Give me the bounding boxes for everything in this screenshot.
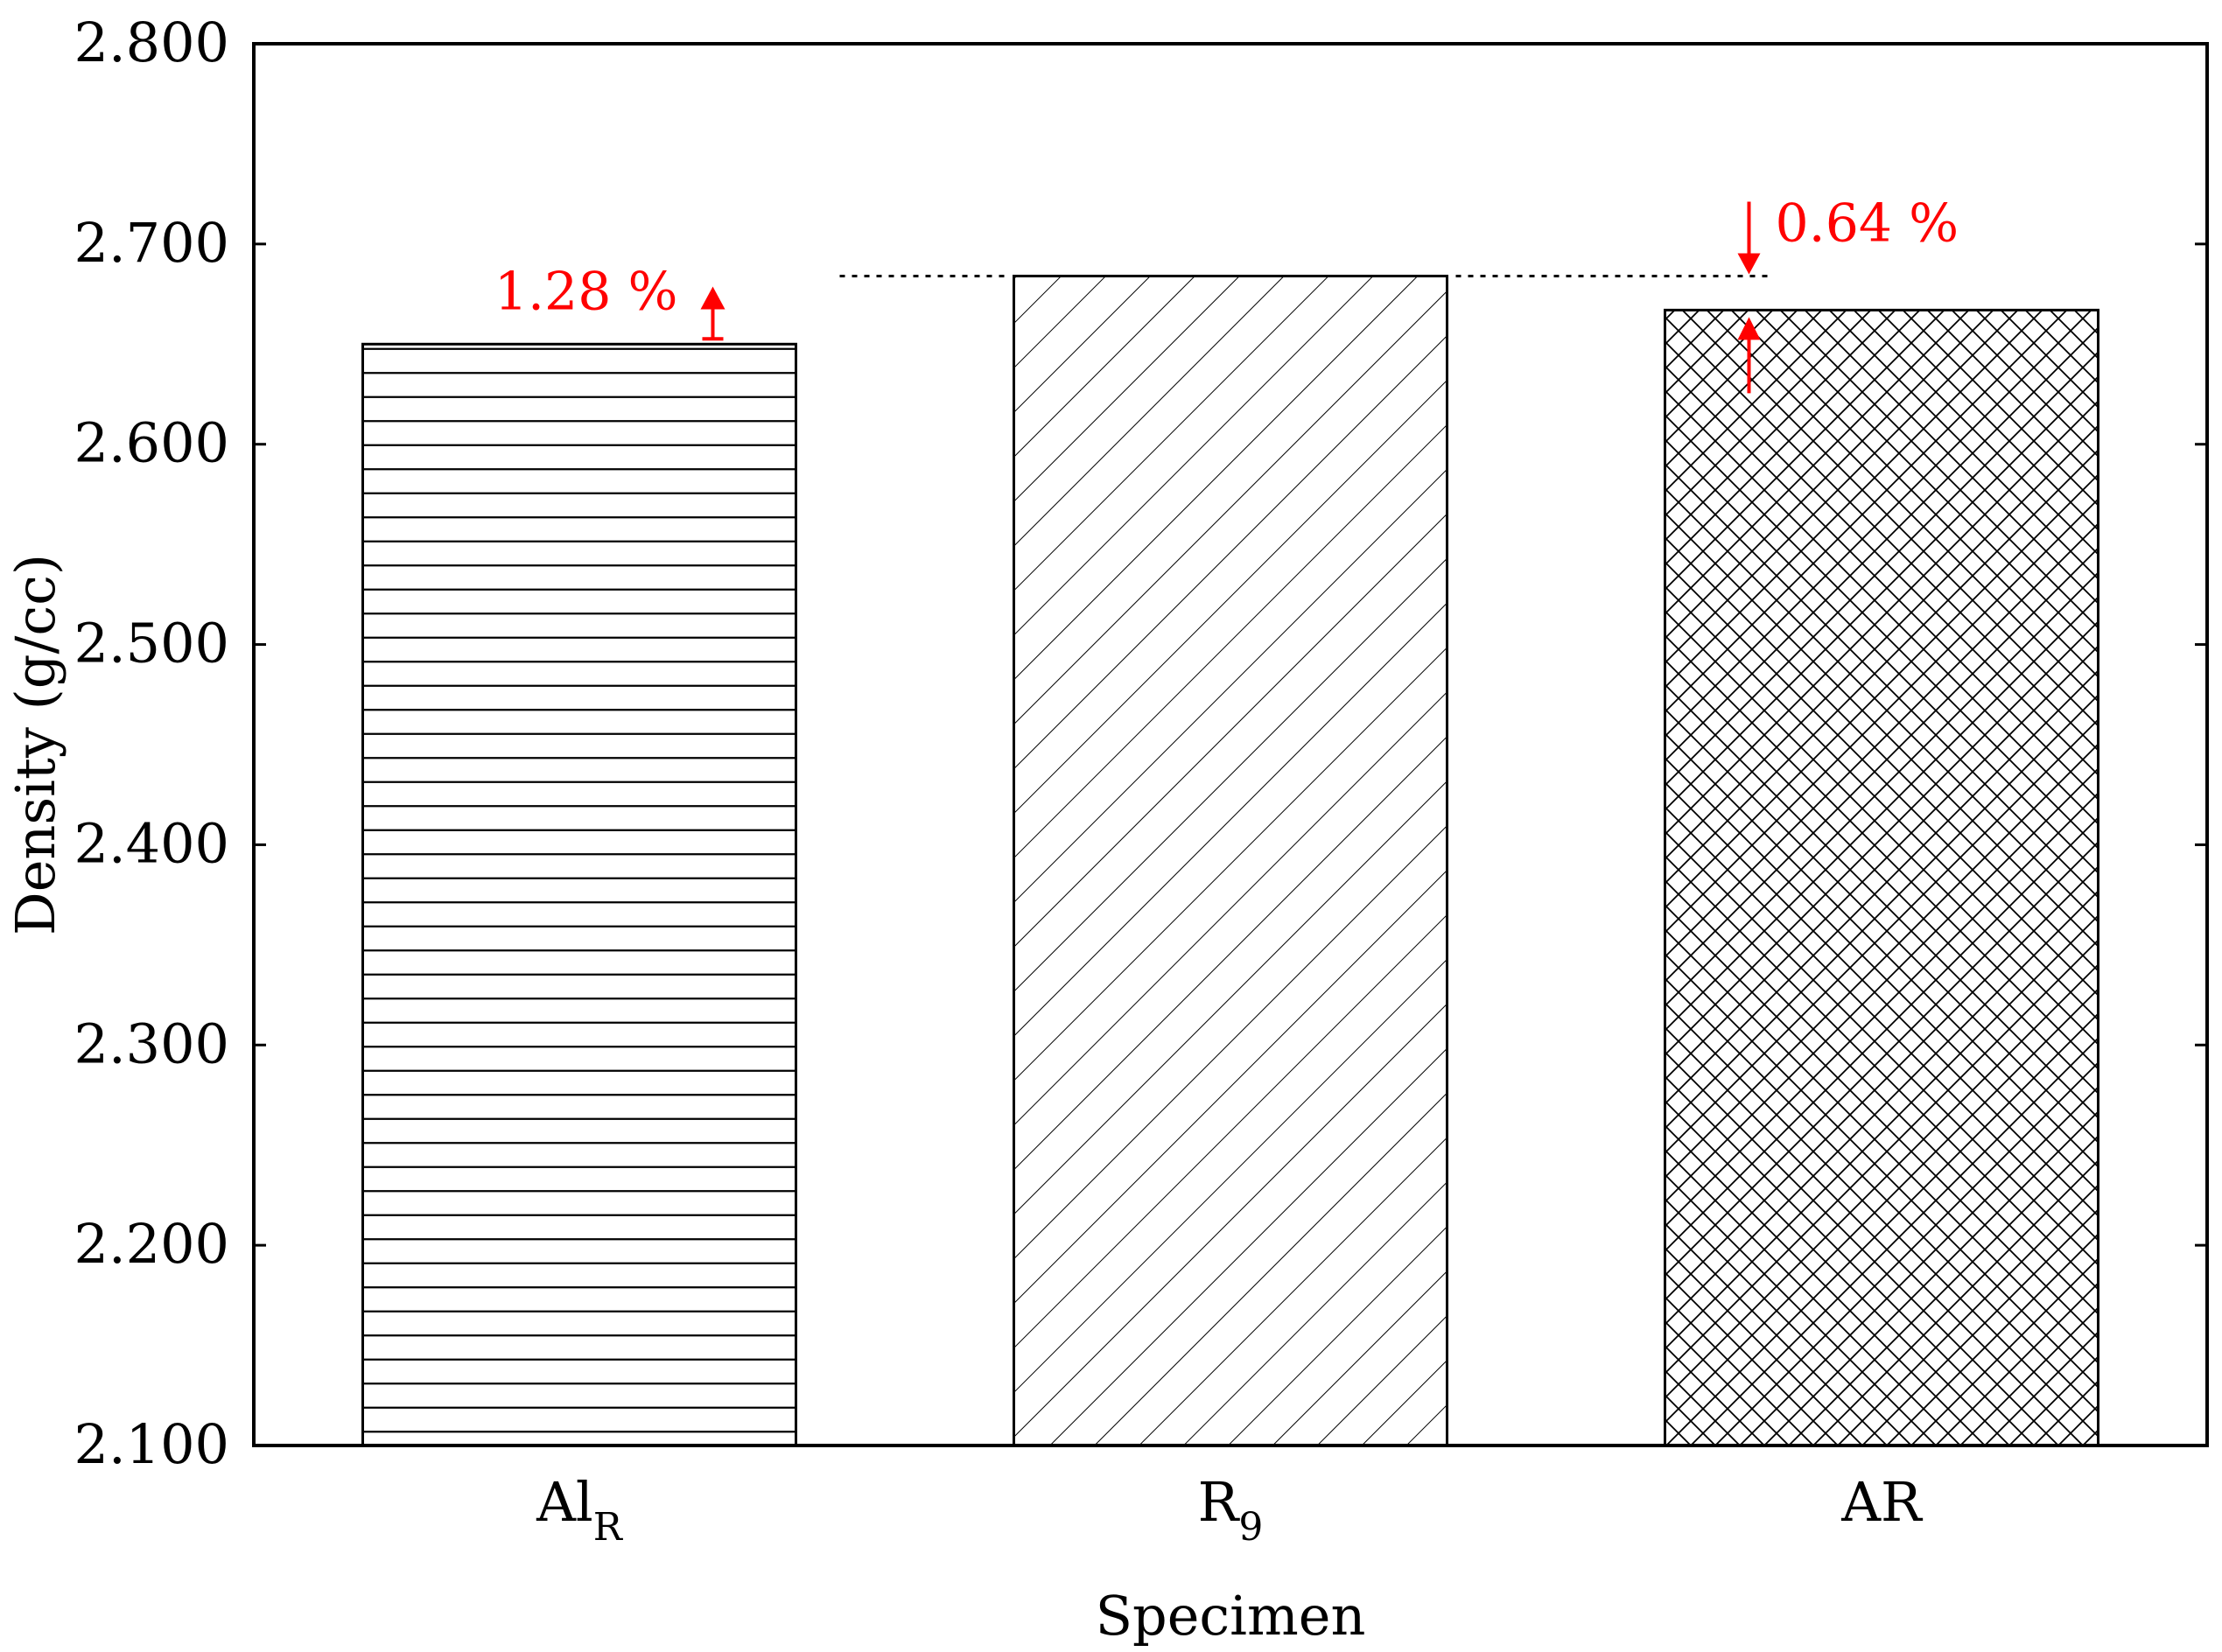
annotation-arrow-up-head-1 — [1737, 317, 1761, 340]
bar-0 — [361, 342, 797, 1447]
bar-1 — [1013, 274, 1448, 1447]
y-tick-label-2: 2.300 — [74, 1012, 230, 1075]
bars-group — [361, 274, 2099, 1447]
x-axis-category-labels: AlR R9 AR — [536, 1470, 1924, 1550]
annotation-arrow-down-head-1 — [1737, 253, 1761, 275]
y-tick-label-0: 2.100 — [74, 1412, 230, 1476]
annotation-arrow-head-0 — [700, 286, 725, 310]
y-tick-label-7: 2.800 — [74, 10, 230, 74]
annotation-label-0: 1.28 % — [494, 261, 678, 322]
y-tick-label-5: 2.600 — [74, 411, 230, 475]
annotations-group: 1.28 % 0.64 % — [494, 192, 1959, 394]
x-axis-title: Specimen — [1096, 1584, 1366, 1648]
x-tick-label-2: AR — [1840, 1470, 1924, 1534]
y-axis-tick-labels: 2.100 2.200 2.300 2.400 2.500 2.600 2.700 2.800 — [74, 10, 230, 1476]
y-axis-title: Density (g/cc) — [4, 554, 67, 935]
y-tick-label-6: 2.700 — [74, 211, 230, 275]
annotation-label-1: 0.64 % — [1776, 192, 1959, 254]
bar-2 — [1664, 308, 2099, 1447]
y-tick-label-1: 2.200 — [74, 1212, 230, 1276]
x-tick-label-1: R9 — [1198, 1470, 1264, 1550]
y-tick-label-3: 2.400 — [74, 811, 230, 875]
y-axis-ticks — [254, 42, 2207, 1447]
y-tick-label-4: 2.500 — [74, 612, 230, 676]
plot-frame — [252, 42, 2209, 1447]
x-tick-label-0: AlR — [536, 1470, 624, 1550]
